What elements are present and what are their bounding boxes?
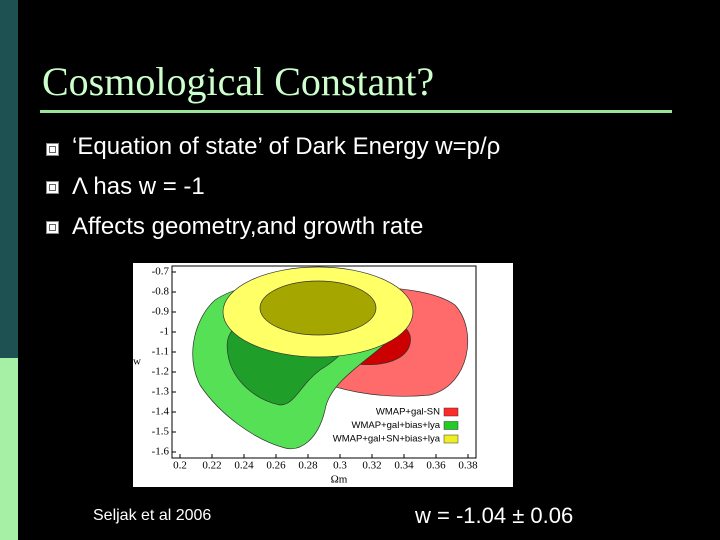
bullet-text: ‘Equation of state’ of Dark Energy w=p/ρ xyxy=(72,133,501,160)
legend-label: WMAP+gal+bias+lya xyxy=(352,420,441,431)
y-tick-label: -0.7 xyxy=(152,266,170,278)
bullet-icon xyxy=(46,143,59,156)
x-axis-label: Ωm xyxy=(331,474,348,486)
y-tick-label: -0.8 xyxy=(152,286,170,298)
legend-label: WMAP+gal-SN xyxy=(376,407,440,418)
y-tick-label: -1.2 xyxy=(152,366,169,378)
contours xyxy=(192,266,468,450)
slide-title: Cosmological Constant? xyxy=(42,59,435,104)
y-tick-label: -1.1 xyxy=(152,346,169,358)
x-tick-label: 0.22 xyxy=(202,460,221,472)
y-axis-label: w xyxy=(133,356,141,368)
x-tick-label: 0.3 xyxy=(333,460,347,472)
x-tick-label: 0.34 xyxy=(394,460,414,472)
contour-yellow-inner xyxy=(259,280,377,336)
result: w = -1.04 ± 0.06 xyxy=(415,503,574,528)
y-tick-label: -1.4 xyxy=(152,406,170,418)
legend-swatch xyxy=(443,421,459,430)
bullet-icon xyxy=(46,181,59,194)
legend-swatch xyxy=(443,407,459,417)
legend-label: WMAP+gal+SN+bias+lya xyxy=(333,434,441,445)
y-tick-label: -1.6 xyxy=(152,446,170,458)
title-rule xyxy=(40,110,672,113)
x-tick-label: 0.2 xyxy=(173,460,187,472)
caption: Seljak et al 2006 xyxy=(93,507,212,524)
side-strip xyxy=(0,0,18,358)
y-tick-label: -1.3 xyxy=(152,386,170,398)
bullet-text: Λ has w = -1 xyxy=(72,173,205,200)
y-tick-label: -1 xyxy=(160,326,169,338)
legend-swatch xyxy=(443,434,459,444)
x-tick-label: 0.38 xyxy=(458,460,478,472)
x-tick-label: 0.28 xyxy=(298,460,318,472)
bullet-icon xyxy=(46,221,59,234)
side-strip xyxy=(0,358,18,540)
bullet-text: Affects geometry,and growth rate xyxy=(72,213,424,240)
y-tick-label: -1.5 xyxy=(152,426,170,438)
x-tick-label: 0.36 xyxy=(426,460,446,472)
x-tick-label: 0.24 xyxy=(234,460,254,472)
x-tick-label: 0.26 xyxy=(266,460,286,472)
x-tick-label: 0.32 xyxy=(362,460,381,472)
y-tick-label: -0.9 xyxy=(152,306,170,318)
plot-frame xyxy=(171,265,477,459)
